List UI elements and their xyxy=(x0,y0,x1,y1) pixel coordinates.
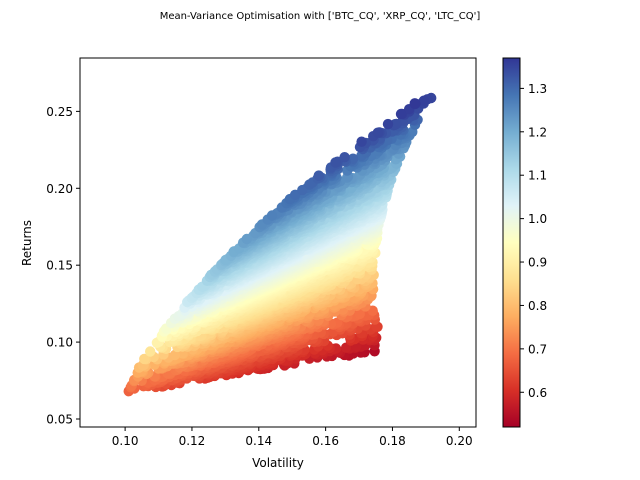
scatter-point xyxy=(139,353,150,365)
scatter-point xyxy=(169,349,181,361)
scatter-point xyxy=(145,346,156,357)
chart-title: Mean-Variance Optimisation with ['BTC_CQ… xyxy=(160,11,481,22)
scatter-point xyxy=(372,127,383,138)
scatter-point xyxy=(339,152,350,163)
scatter-points xyxy=(123,92,437,397)
scatter-point xyxy=(354,308,365,320)
scatter-point xyxy=(356,136,367,147)
scatter-point xyxy=(266,210,278,221)
scatter-point xyxy=(241,233,252,245)
scatter-point xyxy=(313,170,324,181)
scatter-point xyxy=(382,118,394,130)
scatter-point xyxy=(330,157,341,168)
